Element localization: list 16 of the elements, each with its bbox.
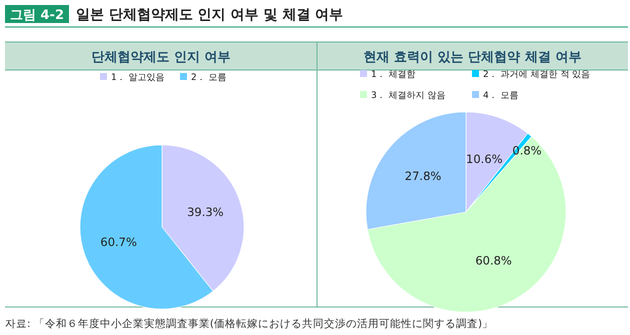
chart-title: 단체협약제도 인지 여부 xyxy=(91,50,231,65)
legend-label: 4． 모름 xyxy=(483,91,519,101)
text: 일본 단체협약제도 인지 여부 및 체결 여부 xyxy=(76,7,344,23)
text: 자료: 「令和６年度中小企業実態調査事業(価格転嫁における共同交渉の活用可能性に関する調査)」 xyxy=(5,317,494,330)
legend-label: 2． 과거에 체결한 적 있음 xyxy=(483,70,590,80)
legend-label: 1． 체결함 xyxy=(371,70,416,80)
data-label: 10.6% xyxy=(466,152,503,166)
data-label: 27.8% xyxy=(404,169,442,184)
caption: 그림 4-2 xyxy=(10,8,64,23)
legend-label: 2． 모름 xyxy=(191,73,227,83)
data-label: 60.7% xyxy=(100,235,137,250)
data-label: 60.8% xyxy=(475,254,512,268)
chart-title: 현재 효력이 있는 단체협약 체결 여부 xyxy=(364,50,582,65)
legend-label: 1． 알고있음 xyxy=(111,73,165,83)
legend-label: 3． 체결하지 않음 xyxy=(371,91,446,101)
data-label: 39.3% xyxy=(187,204,224,219)
